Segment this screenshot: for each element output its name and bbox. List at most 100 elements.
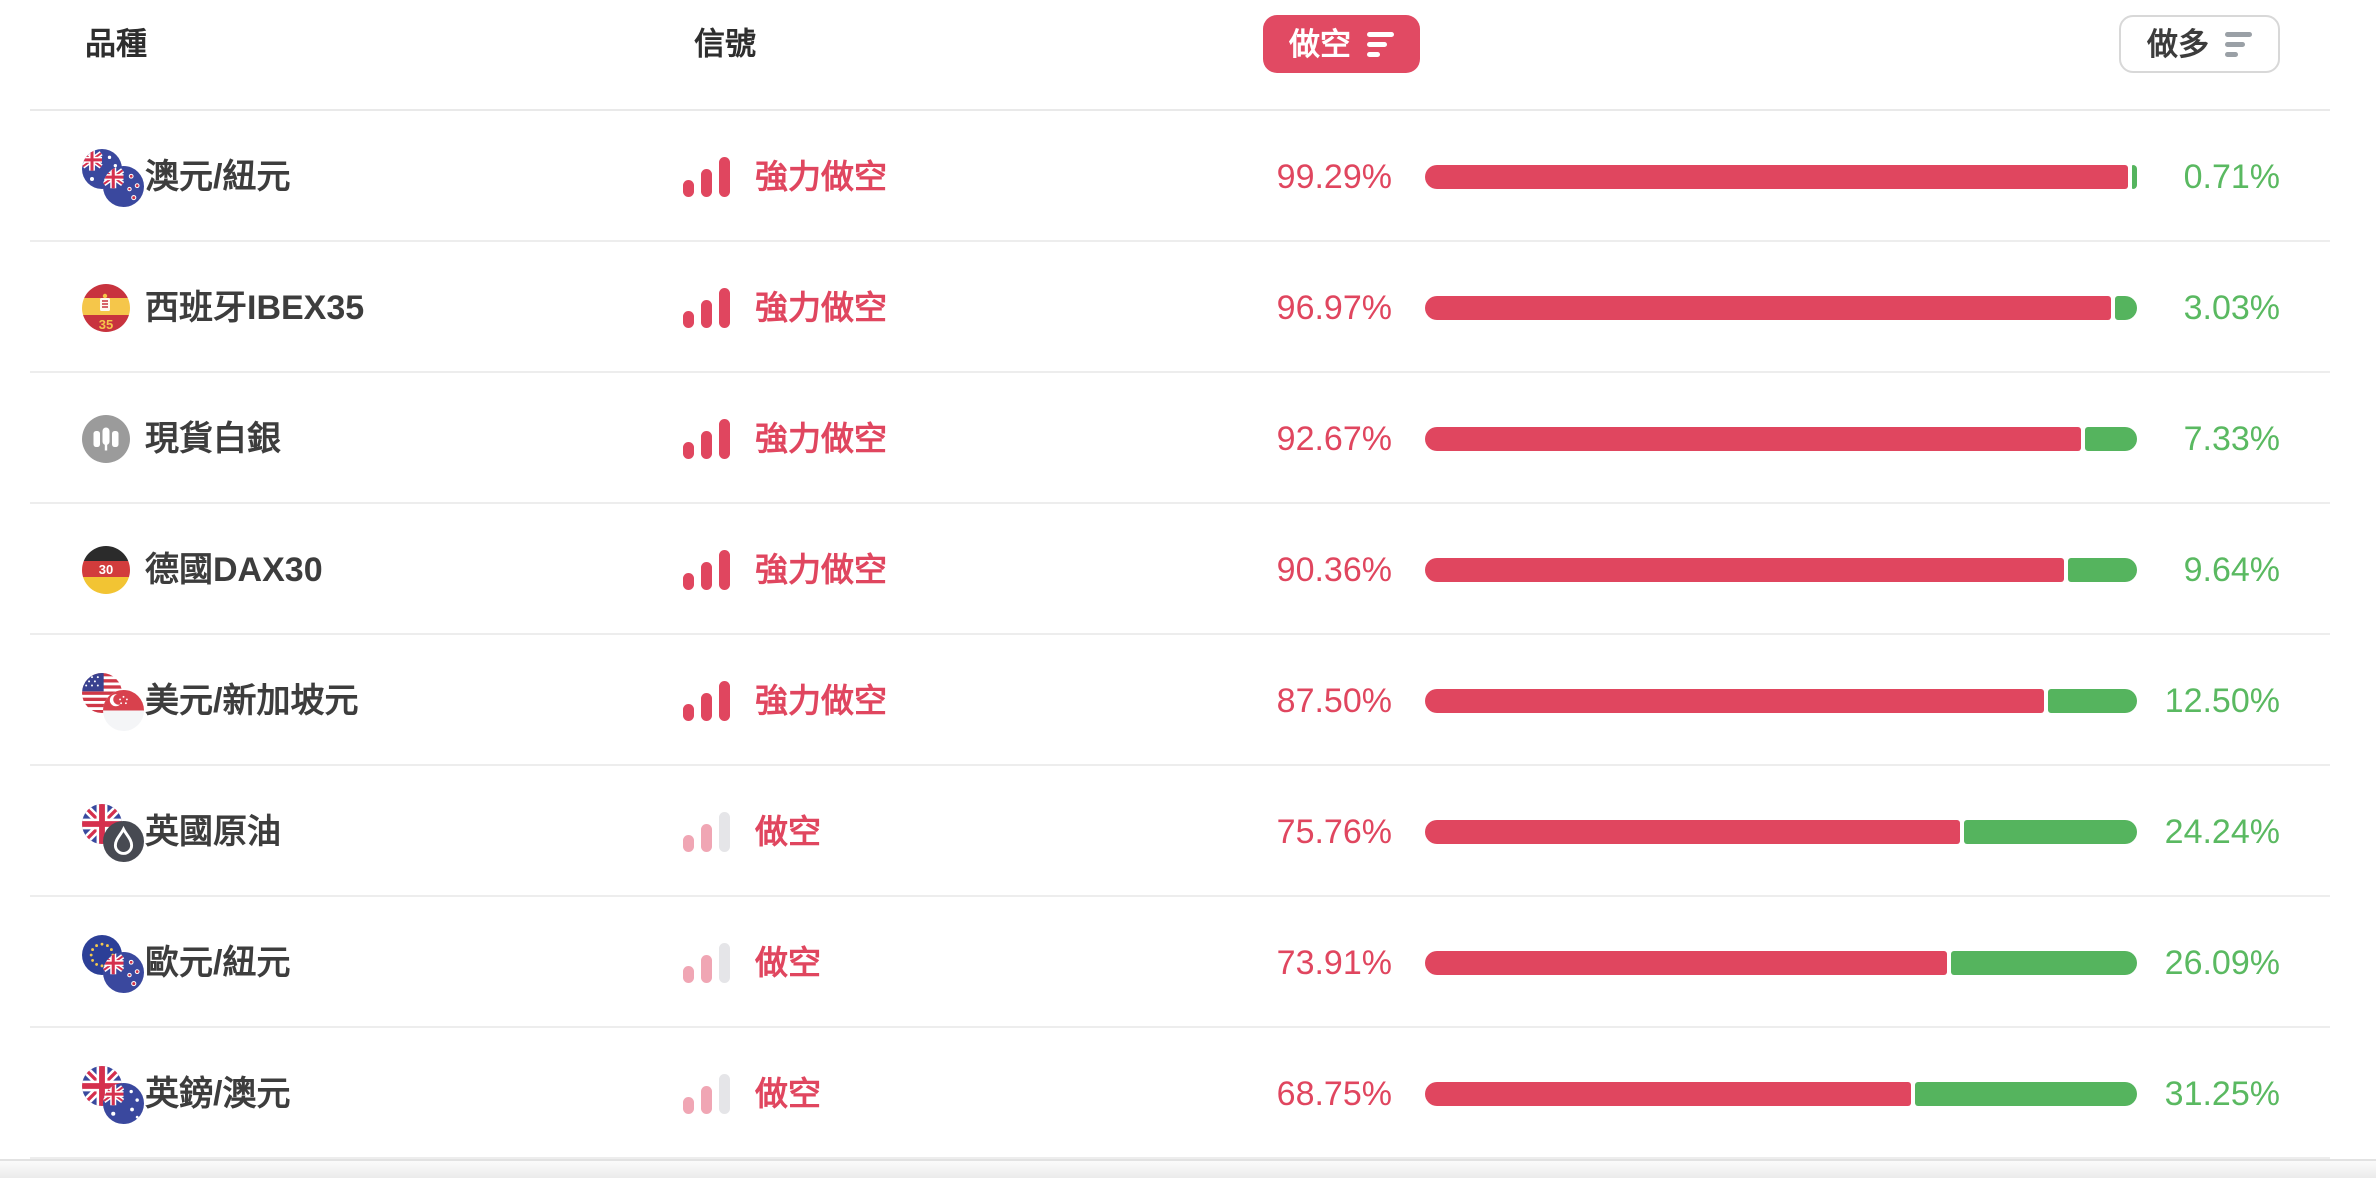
instrument-name: 歐元/紐元 [145,943,291,982]
long-percentage: 12.50% [2164,681,2280,720]
instrument-row[interactable]: 35 西班牙IBEX35 強力做空 96.97% 3.03% [0,242,2376,373]
instrument-cell: 英鎊/澳元 [82,1062,290,1126]
sentiment-bar-short-segment [1425,819,1961,844]
signal-strength-bars-icon [683,942,730,983]
instrument-flag-group: 35 [82,276,145,340]
instrument-flag-group [82,669,145,733]
sentiment-bar [1425,1081,2137,1106]
sentiment-bar-long-segment [2048,688,2137,713]
signal-cell: 強力做空 [683,287,887,328]
sentiment-bar-short-segment [1425,295,2112,320]
instrument-flag-group [82,145,145,209]
signal-strength-bars-icon [683,156,730,197]
sentiment-bar-long-segment [1964,819,2137,844]
signal-label: 做空 [755,1075,821,1112]
long-sort-button[interactable]: 做多 [2119,15,2280,73]
signal-cell: 做空 [683,1073,821,1114]
sentiment-bar-short-segment [1425,164,2128,189]
instrument-flag-group [82,407,145,471]
instrument-name: 英國原油 [145,812,281,851]
signal-strength-bars-icon [683,1073,730,1114]
signal-cell: 強力做空 [683,549,887,590]
short-sort-button[interactable]: 做空 [1263,15,1420,73]
instrument-row[interactable]: 英鎊/澳元 做空 68.75% 31.25% [0,1028,2376,1159]
sentiment-bar-long-segment [2068,557,2137,582]
sentiment-bar-long-segment [2131,164,2137,189]
sentiment-bar [1425,426,2137,451]
instrument-flag-group [82,1062,145,1126]
instrument-row[interactable]: 澳元/紐元 強力做空 99.29% 0.71% [0,111,2376,242]
signal-cell: 強力做空 [683,156,887,197]
signal-label: 強力做空 [755,420,887,457]
signal-strength-bars-icon [683,287,730,328]
sentiment-bar [1425,819,2137,844]
sentiment-bar-long-segment [1914,1081,2137,1106]
instrument-cell: 30 德國DAX30 [82,538,323,602]
signal-cell: 做空 [683,942,821,983]
instrument-row[interactable]: 現貨白銀 強力做空 92.67% 7.33% [0,373,2376,504]
svg-text:30: 30 [99,562,113,577]
instrument-cell: 美元/新加坡元 [82,669,358,733]
sentiment-bar-short-segment [1425,950,1948,975]
signal-label: 強力做空 [755,551,887,588]
short-percentage: 90.36% [1276,550,1392,589]
short-percentage: 99.29% [1276,157,1392,196]
short-percentage: 96.97% [1276,288,1392,327]
flag-new-zealand-icon [103,165,144,207]
instrument-cell: 35 西班牙IBEX35 [82,276,364,340]
long-percentage: 7.33% [2183,419,2280,458]
signal-strength-bars-icon [683,680,730,721]
table-header: 品種 信號 做空 做多 [0,0,2376,111]
sentiment-bar-long-segment [1951,950,2137,975]
instrument-name: 德國DAX30 [145,550,323,589]
oil-drop-icon [103,820,144,862]
next-section-divider [0,1159,2376,1178]
signal-label: 做空 [755,944,821,981]
signal-strength-bars-icon [683,549,730,590]
sentiment-bar-long-segment [2115,295,2137,320]
flag-spain-ibex35-icon: 35 [82,283,130,332]
signal-column-header: 信號 [694,26,756,62]
instrument-cell: 澳元/紐元 [82,145,290,209]
instrument-cell: 英國原油 [82,800,281,864]
instrument-name: 英鎊/澳元 [145,1074,291,1113]
long-percentage: 0.71% [2183,157,2280,196]
sentiment-bar-short-segment [1425,557,2065,582]
signal-label: 強力做空 [755,158,887,195]
instrument-row[interactable]: 英國原油 做空 75.76% 24.24% [0,766,2376,897]
sentiment-bar [1425,688,2137,713]
instrument-cell: 歐元/紐元 [82,931,290,995]
signal-cell: 強力做空 [683,680,887,721]
flag-australia-icon [103,1082,144,1124]
instrument-row[interactable]: 歐元/紐元 做空 73.91% 26.09% [0,897,2376,1028]
instrument-cell: 現貨白銀 [82,407,281,471]
instrument-column-header: 品種 [85,26,147,62]
signal-strength-bars-icon [683,811,730,852]
sentiment-bar [1425,557,2137,582]
instrument-name: 澳元/紐元 [145,157,291,196]
instrument-flag-group: 30 [82,538,145,602]
signal-cell: 做空 [683,811,821,852]
short-percentage: 68.75% [1276,1074,1392,1113]
flag-singapore-icon [103,689,144,731]
sentiment-bar-long-segment [2084,426,2137,451]
signal-label: 強力做空 [755,682,887,719]
instrument-flag-group [82,931,145,995]
long-percentage: 31.25% [2164,1074,2280,1113]
signal-label: 做空 [755,813,821,850]
instrument-name: 現貨白銀 [145,419,281,458]
instrument-name: 美元/新加坡元 [145,681,359,720]
sentiment-bar-short-segment [1425,688,2044,713]
long-percentage: 9.64% [2183,550,2280,589]
sentiment-table-body: 澳元/紐元 強力做空 99.29% 0.71% 35 西班牙IBEX35 強力做… [0,111,2376,1159]
instrument-row[interactable]: 美元/新加坡元 強力做空 87.50% 12.50% [0,635,2376,766]
flag-new-zealand-icon [103,951,144,993]
sentiment-bar-short-segment [1425,1081,1911,1106]
sentiment-bar-short-segment [1425,426,2081,451]
sort-descending-icon [1367,31,1394,57]
long-sort-button-label: 做多 [2147,26,2209,62]
signal-label: 強力做空 [755,289,887,326]
instrument-row[interactable]: 30 德國DAX30 強力做空 90.36% 9.64% [0,504,2376,635]
sentiment-bar [1425,164,2137,189]
